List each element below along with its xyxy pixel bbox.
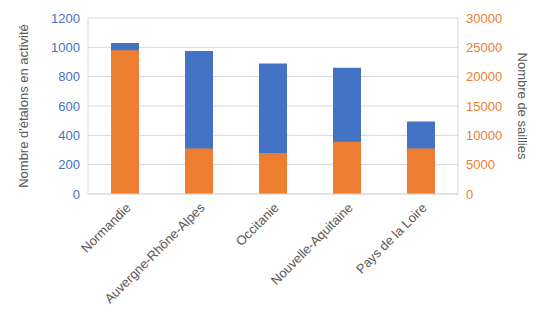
svg-text:Nombre de saillies: Nombre de saillies — [515, 53, 530, 160]
svg-text:200: 200 — [58, 157, 80, 172]
svg-text:600: 600 — [58, 99, 80, 114]
svg-text:15000: 15000 — [466, 99, 502, 114]
svg-text:1000: 1000 — [51, 40, 80, 55]
svg-text:5000: 5000 — [466, 157, 495, 172]
svg-text:Nouvelle-Aquitaine: Nouvelle-Aquitaine — [268, 200, 356, 288]
svg-text:0: 0 — [73, 187, 80, 202]
svg-text:10000: 10000 — [466, 128, 502, 143]
svg-text:Normandie: Normandie — [78, 200, 134, 256]
svg-text:Occitanie: Occitanie — [233, 200, 282, 249]
svg-text:1200: 1200 — [51, 11, 80, 26]
svg-text:Nombre d'étalons en activité: Nombre d'étalons en activité — [16, 24, 31, 188]
svg-text:0: 0 — [466, 187, 473, 202]
svg-text:20000: 20000 — [466, 69, 502, 84]
svg-text:800: 800 — [58, 69, 80, 84]
svg-text:400: 400 — [58, 128, 80, 143]
svg-text:Pays de la Loire: Pays de la Loire — [353, 200, 430, 277]
svg-text:Auvergne-Rhône-Alpes: Auvergne-Rhône-Alpes — [101, 200, 208, 307]
svg-text:30000: 30000 — [466, 11, 502, 26]
svg-text:25000: 25000 — [466, 40, 502, 55]
